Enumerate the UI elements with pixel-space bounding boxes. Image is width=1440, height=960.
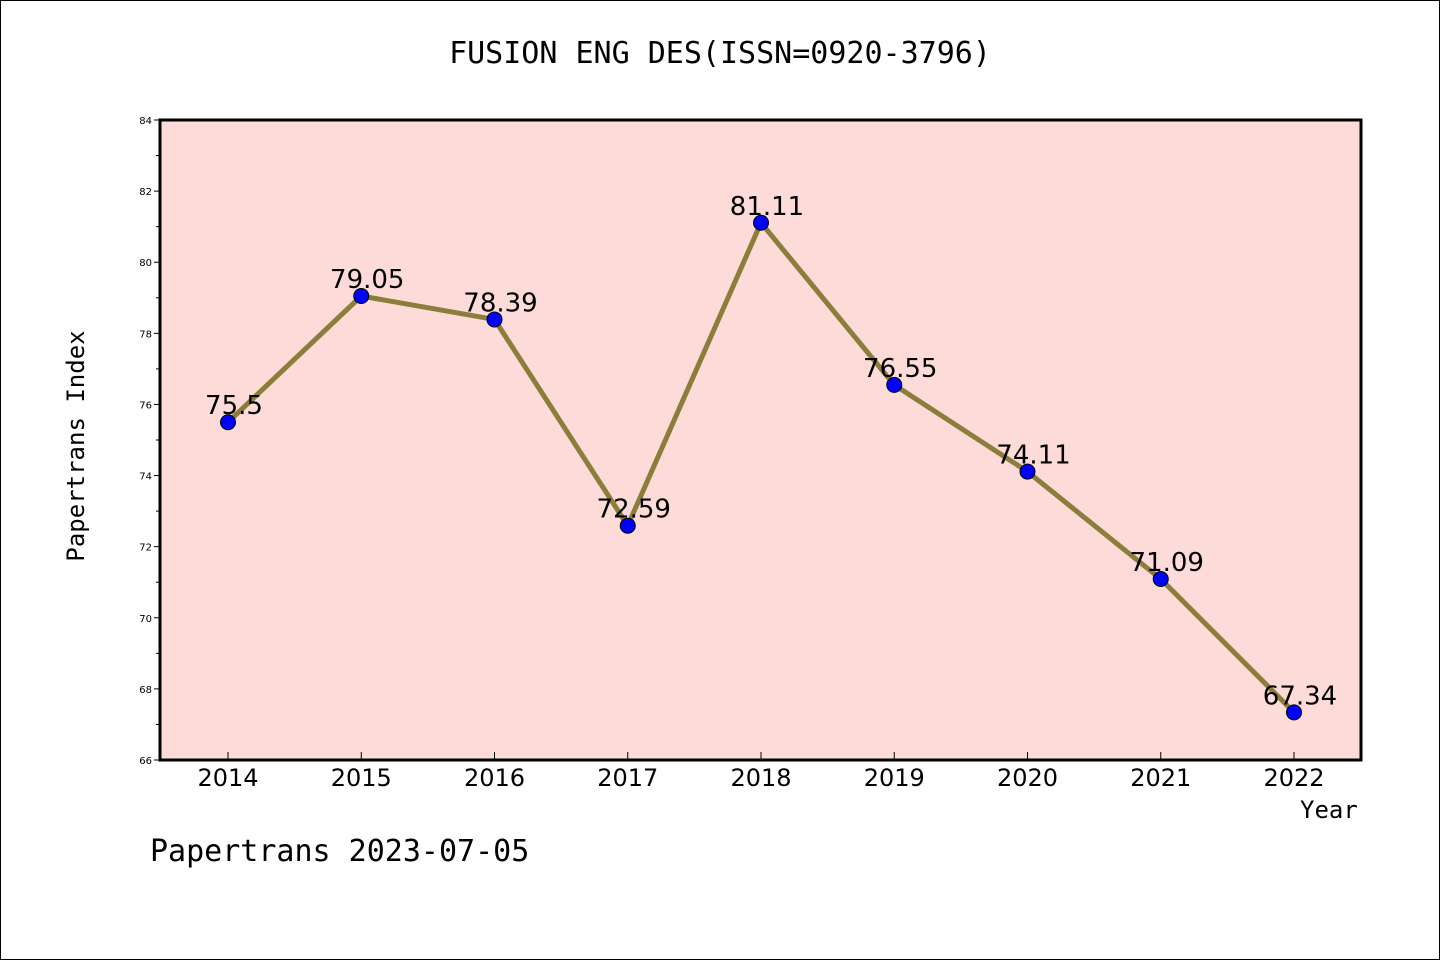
data-point [753, 214, 769, 231]
x-tick-label: 2022 [1263, 764, 1324, 792]
y-tick-label: 80 [139, 258, 152, 269]
y-tick-label: 76 [139, 400, 152, 411]
y-tick-label: 82 [139, 187, 152, 198]
data-label: 72.59 [597, 495, 671, 525]
x-tick-label: 2021 [1130, 764, 1191, 792]
data-label: 67.34 [1263, 681, 1337, 711]
data-point [1152, 571, 1169, 588]
chart-title: FUSION ENG DES(ISSN=0920-3796) [449, 36, 991, 71]
data-label: 75.5 [205, 391, 263, 421]
y-tick-label: 66 [139, 756, 152, 767]
data-label: 79.05 [330, 265, 404, 295]
data-label: 78.39 [463, 288, 537, 318]
data-label: 71.09 [1130, 548, 1204, 578]
data-point [1019, 463, 1036, 480]
y-tick-label: 68 [139, 685, 152, 696]
data-label: 76.55 [863, 354, 937, 384]
x-tick-label: 2016 [464, 764, 525, 792]
data-label: 74.11 [996, 441, 1070, 471]
data-point [220, 414, 236, 431]
data-point [353, 288, 370, 304]
y-tick-label: 78 [139, 329, 152, 340]
x-tick-label: 2014 [197, 764, 258, 792]
y-tick-label: 74 [139, 472, 152, 483]
data-point [886, 376, 903, 393]
footer-credit: Papertrans 2023-07-05 [150, 834, 530, 869]
x-tick-label: 2018 [730, 764, 791, 792]
x-tick-label: 2019 [864, 764, 925, 792]
x-tick-label: 2017 [597, 764, 658, 792]
data-point [1286, 704, 1302, 721]
y-tick-label: 84 [139, 116, 152, 127]
data-label: 81.11 [730, 192, 804, 222]
y-tick-label: 72 [139, 543, 152, 554]
y-tick-label: 70 [139, 614, 152, 625]
x-tick-label: 2020 [997, 764, 1058, 792]
x-axis-label: Year [1300, 796, 1358, 824]
data-point [619, 517, 636, 534]
x-tick-label: 2015 [331, 764, 392, 792]
data-point [486, 311, 503, 328]
